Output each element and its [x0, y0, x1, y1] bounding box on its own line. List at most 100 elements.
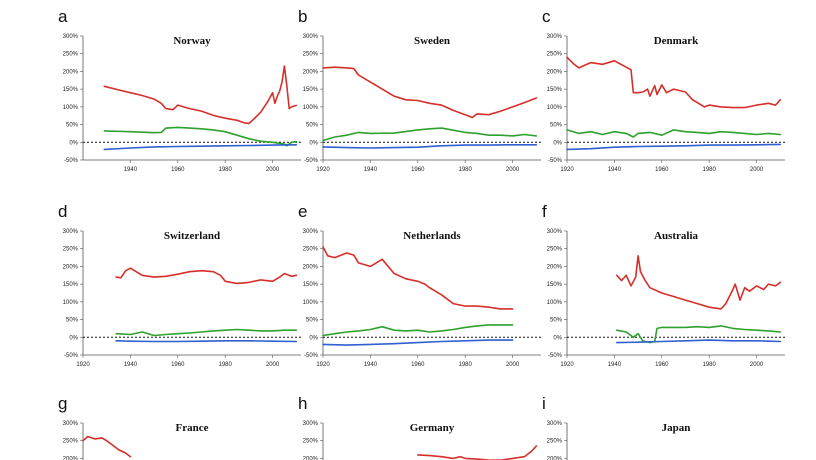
x-tick-label: 1940 [364, 362, 378, 368]
y-tick-label: 50% [550, 318, 563, 324]
y-tick-label: 100% [63, 105, 79, 111]
x-tick-label: 1920 [560, 362, 574, 368]
x-tick-label: 2000 [266, 362, 280, 368]
series-line-red [115, 267, 298, 285]
x-tick-label: 1920 [316, 362, 330, 368]
y-tick-label: 50% [66, 123, 79, 129]
x-tick-label: 2000 [750, 362, 764, 368]
y-tick-label: 250% [547, 247, 563, 253]
y-tick-label: 300% [63, 421, 79, 427]
y-tick-label: -50% [548, 353, 563, 359]
y-tick-label: 150% [63, 87, 79, 93]
y-tick-label: 300% [547, 34, 563, 40]
x-tick-label: 2000 [750, 167, 764, 173]
panel-h: h Germany 300% 250% 200% [298, 394, 538, 460]
panel-title: Sweden [414, 35, 450, 47]
y-tick-label: -50% [304, 158, 319, 164]
y-tick-label: -50% [548, 158, 563, 164]
series-line-red [82, 435, 132, 458]
panel-d: d Switzerland 300% 250% 200% 150% 100% 50% 0% -50… [58, 202, 301, 368]
y-tick-label: 100% [63, 300, 79, 306]
x-tick-label: 1980 [702, 167, 716, 173]
series-line-green [616, 325, 782, 344]
y-tick-label: 300% [547, 421, 563, 427]
x-tick-label: 1980 [218, 167, 232, 173]
panel-title: Denmark [654, 35, 699, 47]
y-tick-label: 100% [547, 300, 563, 306]
x-tick-label: 1920 [316, 167, 330, 173]
x-tick-label: 1940 [364, 167, 378, 173]
series-line-red [417, 445, 538, 460]
y-tick-label: 300% [63, 34, 79, 40]
y-tick-label: 150% [547, 282, 563, 288]
x-tick-label: 1960 [655, 167, 669, 173]
panel-title: Australia [654, 230, 699, 242]
series-line-green [103, 126, 298, 147]
y-tick-label: 250% [63, 52, 79, 58]
x-tick-label: 1940 [124, 362, 138, 368]
x-tick-label: 1980 [458, 362, 472, 368]
series-line-blue [566, 143, 782, 151]
x-tick-label: 1960 [171, 362, 185, 368]
y-tick-label: 200% [63, 456, 79, 460]
series-line-red [322, 66, 538, 119]
panel-letter: g [58, 394, 67, 413]
y-tick-label: 200% [63, 69, 79, 75]
panel-letter: i [542, 394, 546, 413]
x-tick-label: 1920 [76, 362, 90, 368]
y-tick-label: 0% [553, 335, 562, 341]
panel-i: i Japan 300% 250% 200% [542, 394, 690, 460]
panel-title: Netherlands [403, 230, 461, 242]
y-tick-label: 100% [303, 300, 319, 306]
y-tick-label: 200% [547, 456, 563, 460]
y-tick-label: 200% [303, 264, 319, 270]
y-tick-label: 150% [547, 87, 563, 93]
y-tick-label: -50% [64, 158, 79, 164]
y-tick-label: 0% [69, 140, 78, 146]
panel-letter: e [298, 202, 307, 221]
x-tick-label: 1980 [702, 362, 716, 368]
x-tick-label: 1920 [560, 167, 574, 173]
y-tick-label: 0% [309, 335, 318, 341]
y-tick-label: 250% [63, 439, 79, 445]
y-tick-label: 100% [547, 105, 563, 111]
panel-title: France [176, 422, 209, 434]
panel-title: Norway [173, 35, 211, 47]
y-tick-label: 250% [303, 247, 319, 253]
panel-letter: c [542, 7, 551, 26]
y-tick-label: 0% [309, 140, 318, 146]
y-tick-label: 200% [303, 456, 319, 460]
series-line-red [616, 255, 782, 310]
x-tick-label: 2000 [266, 167, 280, 173]
y-tick-label: 150% [63, 282, 79, 288]
y-tick-label: -50% [304, 353, 319, 359]
panel-a: a Norway 300% 250% 200% 150% 100% 50% 0% -50% 1940… [58, 7, 301, 173]
y-tick-label: 250% [303, 52, 319, 58]
x-tick-label: 1960 [411, 362, 425, 368]
panel-letter: a [58, 7, 68, 26]
series-line-red [103, 65, 298, 125]
series-line-green [566, 129, 782, 138]
x-tick-label: 1980 [458, 167, 472, 173]
y-tick-label: 300% [303, 34, 319, 40]
x-tick-label: 1980 [218, 362, 232, 368]
y-tick-label: 250% [547, 52, 563, 58]
y-tick-label: 250% [63, 247, 79, 253]
y-tick-label: 50% [306, 123, 319, 129]
series-line-red [322, 246, 514, 310]
y-tick-label: 50% [66, 318, 79, 324]
y-tick-label: 0% [69, 335, 78, 341]
series-line-green [115, 328, 298, 337]
y-tick-label: 50% [550, 123, 563, 129]
panel-f: f Australia 300% 250% 200% 150% 100% 50% 0% -50% 1… [542, 202, 785, 368]
panel-letter: d [58, 202, 67, 221]
panel-g: g France 300% 250% 200% [58, 394, 209, 460]
x-tick-label: 2000 [506, 167, 520, 173]
x-tick-label: 1960 [171, 167, 185, 173]
panel-b: b Sweden 300% 250% 200% 150% 100% 50% 0% -50% 1920… [298, 7, 541, 173]
x-tick-label: 1940 [124, 167, 138, 173]
panel-title: Germany [410, 422, 455, 434]
series-line-blue [322, 144, 538, 149]
panel-e: e Netherlands 300% 250% 200% 150% 100% 50% 0% -50… [298, 202, 541, 368]
